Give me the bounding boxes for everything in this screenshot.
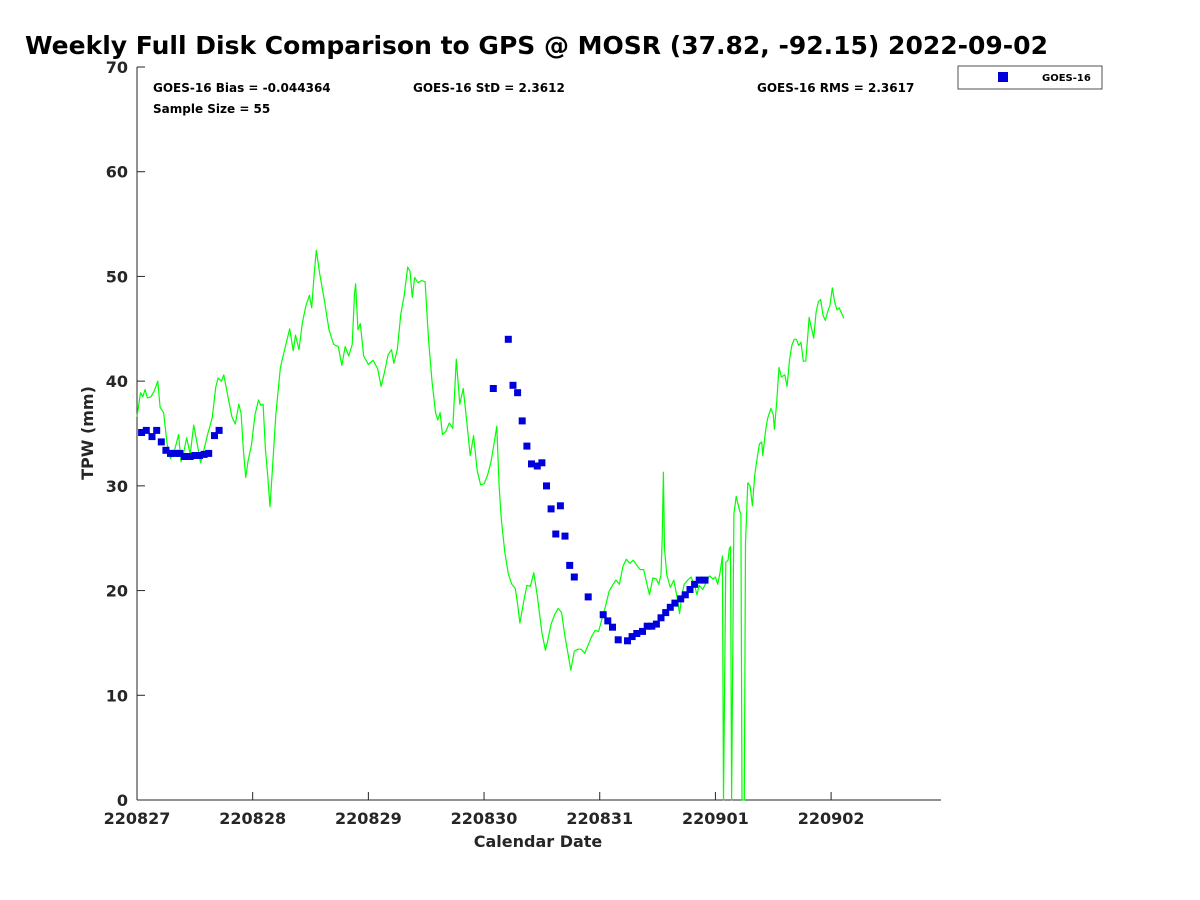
goes16-data-point [153,426,161,434]
goes16-data-point [504,335,512,343]
y-tick-label: 60 [106,163,128,182]
axes [136,67,941,801]
goes16-data-point [157,438,165,446]
goes16-data-point [599,611,607,619]
goes16-data-point [167,449,174,457]
goes16-data-point [657,614,665,622]
sample-size-stat: Sample Size = 55 [153,102,270,116]
goes16-data-point [215,426,223,434]
goes16-data-point [652,620,660,628]
plot-area [137,67,941,800]
goes16-data-point [196,452,203,459]
goes16-data-point [643,622,651,630]
y-tick-label: 70 [106,58,128,77]
y-axis-label: TPW (mm) [78,386,97,480]
goes16-data-point [695,576,703,584]
goes16-data-point [509,381,517,389]
y-tick-label: 50 [106,267,128,286]
y-tick-label: 10 [106,686,128,705]
legend-marker [998,72,1008,82]
x-axis-label: Calendar Date [474,832,603,851]
goes16-data-point [138,429,146,436]
goes16-data-point [691,580,699,588]
goes16-data-point [148,433,156,441]
rms-stat: GOES-16 RMS = 2.3617 [757,81,914,95]
goes16-data-point [191,452,199,459]
goes16-data-point [624,637,631,645]
goes16-scatter-series [138,335,709,645]
goes16-data-point [543,482,550,490]
goes16-data-point [566,561,574,569]
goes16-data-point [570,573,578,581]
goes16-data-point [171,449,179,457]
goes16-data-point [639,627,646,635]
goes16-data-point [176,449,184,457]
y-tick-label: 40 [106,372,128,391]
goes16-data-point [200,450,208,458]
goes16-data-point [662,609,670,617]
goes16-data-point [686,586,694,593]
goes16-data-point [671,599,679,607]
goes16-data-point [604,617,612,625]
gps-series-line [136,249,845,801]
goes16-data-point [205,449,213,457]
x-tick-label: 220829 [335,809,402,828]
goes16-data-point [528,460,535,468]
goes16-data-point [514,389,522,397]
goes16-data-point [180,453,188,460]
y-tick-label: 0 [117,791,128,810]
goes16-data-point [666,603,674,611]
goes16-data-point [701,576,709,584]
goes16-data-point [614,636,622,644]
bias-stat: GOES-16 Bias = -0.044364 [153,81,331,95]
legend: GOES-16 [957,65,1103,90]
x-tick-label: 220828 [219,809,286,828]
goes16-data-point [518,417,526,425]
goes16-data-point [489,385,497,392]
chart-title: Weekly Full Disk Comparison to GPS @ MOS… [25,31,1048,60]
legend-label: GOES-16 [1042,73,1091,84]
x-tick-label: 220831 [566,809,633,828]
gps-line-series [136,249,845,801]
x-tick-label: 220902 [798,809,865,828]
goes16-data-point [211,432,218,440]
goes16-data-point [561,532,569,540]
goes16-data-point [162,446,170,454]
axis-ticks: 0 10 20 30 40 50 60 70 220827 220828 220829 220830 2… [104,58,865,828]
y-tick-label: 30 [106,477,128,496]
goes16-data-point [552,530,560,538]
goes16-data-point [609,623,616,631]
goes16-data-point [538,459,546,467]
std-stat: GOES-16 StD = 2.3612 [413,81,565,95]
goes16-data-point [186,453,194,460]
x-tick-label: 220827 [104,809,171,828]
goes16-data-point [681,591,689,599]
goes16-data-point [547,505,555,513]
goes16-data-point [556,502,564,510]
goes16-data-point [533,462,541,470]
legend-box [957,65,1103,90]
goes16-data-point [523,442,531,450]
x-tick-label: 220830 [451,809,518,828]
y-tick-label: 20 [106,582,128,601]
goes16-data-point [648,622,656,630]
goes16-data-point [677,595,685,603]
goes16-data-point [584,593,592,601]
goes16-data-point [633,630,641,637]
goes16-data-point [628,633,636,641]
x-tick-label: 220901 [682,809,749,828]
goes16-data-point [142,426,150,434]
